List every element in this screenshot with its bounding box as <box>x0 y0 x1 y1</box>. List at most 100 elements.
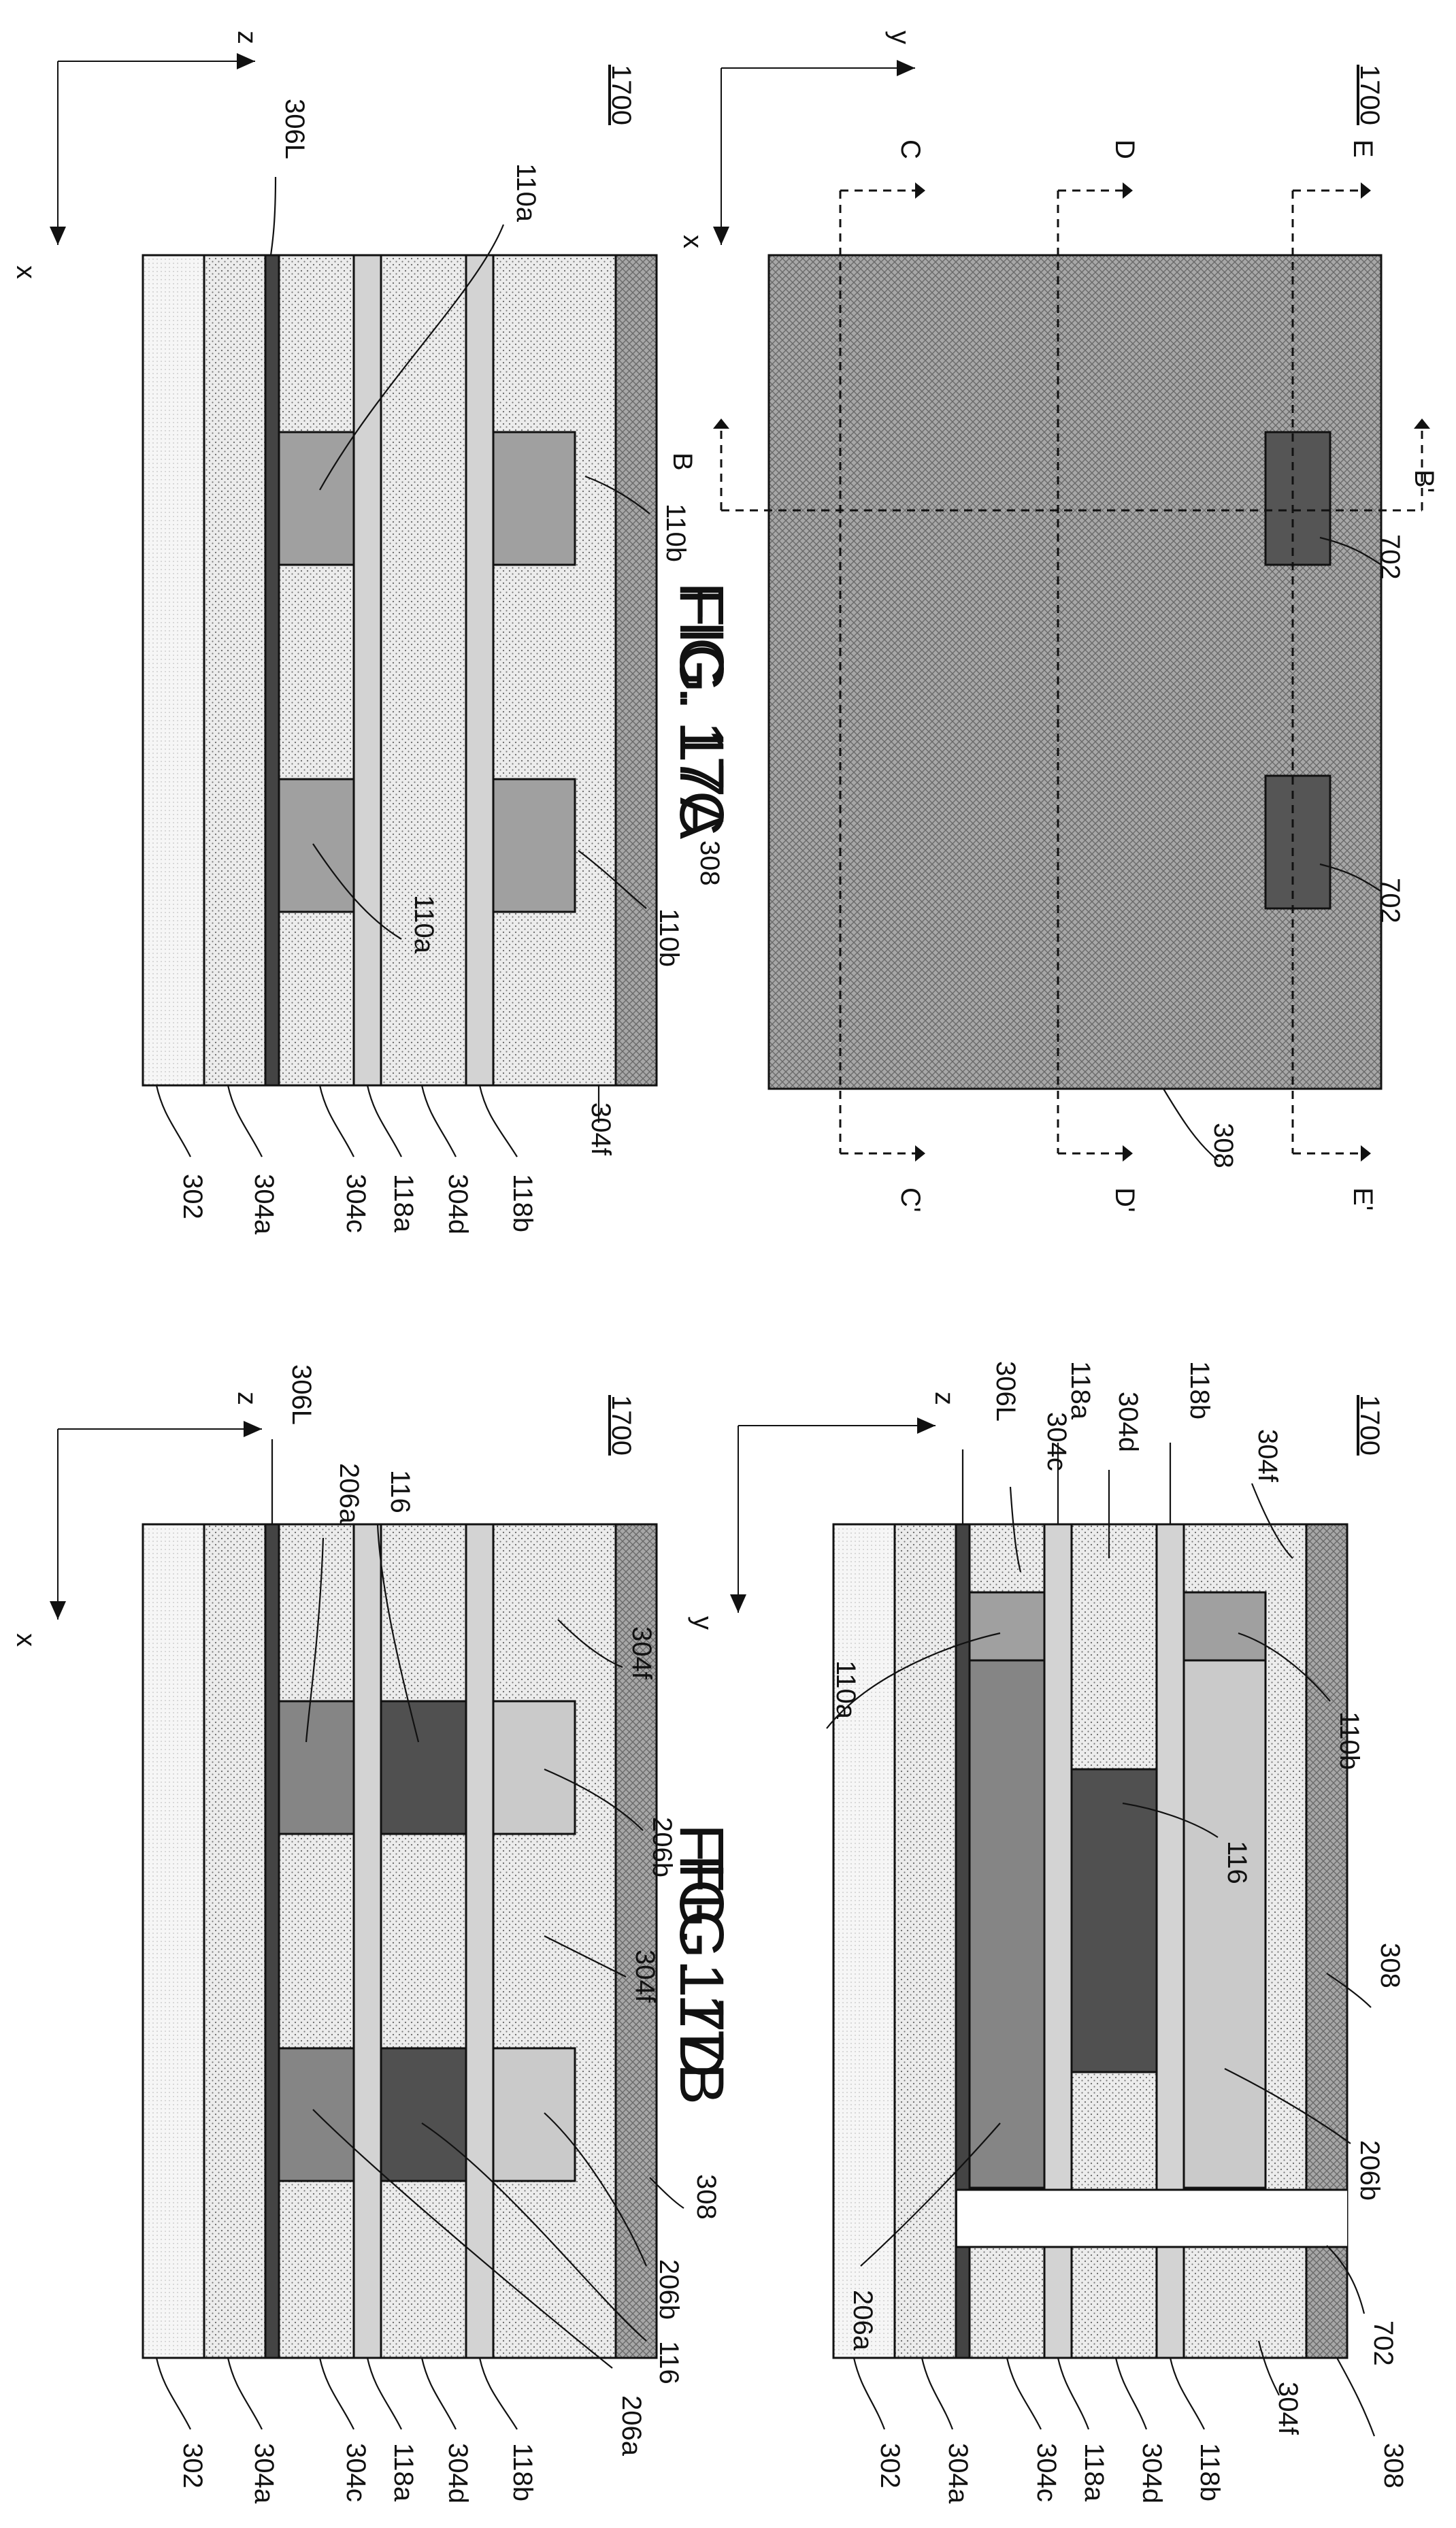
fig17c-label-118b: 118b <box>508 1174 537 1232</box>
fig17c-axis-v: x <box>11 265 41 279</box>
fig17b-206a <box>968 1659 1046 2189</box>
fig17d-label-304f-b: 304f <box>630 1950 660 2003</box>
fig17d-116-2 <box>380 2047 467 2182</box>
fig17b-label-304f: 304f <box>1273 2382 1303 2435</box>
fig17c-label-308: 308 <box>695 840 725 886</box>
fig17b-layer-302 <box>832 1523 896 2359</box>
fig17b-axis-h: z <box>929 1392 959 1405</box>
fig17d-axes: z x <box>11 1392 262 1647</box>
fig17c-layer-302 <box>142 254 205 1087</box>
fig17d-axis-h: z <box>232 1392 262 1405</box>
fig17c-label-304d: 304d <box>443 1174 473 1234</box>
fig17c-label-302: 302 <box>178 1174 208 1219</box>
fig17a-label-702-b: 702 <box>1375 878 1405 923</box>
fig17c-label-304f: 304f <box>586 1102 616 1156</box>
fig17c-layer-306l <box>264 254 280 1087</box>
fig-17d: 1700 z x 306L 206a 116 304f <box>11 1364 736 2504</box>
fig17b-206b <box>1182 1659 1267 2189</box>
fig17c-layer-118b <box>465 254 495 1087</box>
fig17b-label-206a: 206a <box>848 2290 878 2351</box>
fig17b-label-304d-top: 304d <box>1113 1392 1143 1452</box>
fig17d-label-206a-top: 206a <box>334 1463 364 1524</box>
fig17d-label-116-b: 116 <box>654 2341 684 2384</box>
fig17a-marker-d: D <box>1110 139 1140 159</box>
fig17a-opening-1 <box>1264 431 1331 566</box>
fig17c-label-110b-b: 110b <box>654 908 684 967</box>
fig17a-axis-v: x <box>678 235 708 248</box>
fig-17c: 1700 z x 306L 110a 110b 308 110b <box>11 31 736 1235</box>
fig17b-opening-702 <box>957 2190 1347 2247</box>
fig17a-axis-h: y <box>885 31 915 44</box>
fig17b-label-304d: 304d <box>1137 2443 1167 2504</box>
fig17b-label-116: 116 <box>1222 1841 1252 1884</box>
fig17b-label-304f-top: 304f <box>1253 1429 1283 1483</box>
fig17d-label-116-top: 116 <box>385 1470 415 1513</box>
fig17b-110a <box>968 1591 1046 1662</box>
fig17b-label-306l: 306L <box>991 1361 1021 1422</box>
fig17a-marker-d-prime: D' <box>1110 1187 1140 1213</box>
fig17d-ref-number: 1700 <box>606 1395 636 1456</box>
fig17c-right-labels: 302 304a 304c 118a 304d 118b 304f <box>155 1085 616 1235</box>
fig17c-label-304c: 304c <box>341 1174 371 1233</box>
fig17a-marker-e: E <box>1348 139 1378 158</box>
fig17b-axis-v: y <box>688 1616 718 1630</box>
fig17c-label-304a: 304a <box>249 1174 279 1235</box>
fig17b-layer-304a <box>893 1523 957 2359</box>
fig17c-layer-304f <box>492 254 617 1087</box>
fig17d-label-118a: 118a <box>388 2443 418 2502</box>
fig17d-right-labels: 302 304a 304c 118a 304d 118b <box>155 2357 537 2504</box>
fig17b-label-304c-top: 304c <box>1042 1412 1072 1471</box>
fig17c-110a-2 <box>278 778 355 913</box>
fig17d-label-304a: 304a <box>249 2443 279 2504</box>
fig17b-label-110b: 110b <box>1334 1711 1364 1770</box>
fig17d-label-304d: 304d <box>443 2443 473 2504</box>
fig17d-206b-1 <box>492 1700 576 1835</box>
fig17d-layer-306l <box>264 1523 280 2359</box>
fig17c-axis-h: z <box>232 31 262 44</box>
fig17b-label-118a: 118a <box>1079 2443 1109 2502</box>
fig17b-116 <box>1070 1768 1158 2073</box>
fig17b-axes: z y <box>688 1392 959 1630</box>
fig17a-opening-2 <box>1264 774 1331 910</box>
fig17a-marker-b-prime: B' <box>1409 470 1439 493</box>
fig17c-label-110b-a: 110b <box>661 504 691 562</box>
fig17b-110b <box>1182 1591 1267 1662</box>
fig17d-206b-2 <box>492 2047 576 2182</box>
fig17b-label-110a: 110a <box>831 1660 861 1720</box>
fig17c-label-110a-bottom: 110a <box>409 895 439 954</box>
fig17d-axis-v: x <box>11 1633 41 1647</box>
fig17a-marker-b: B <box>667 453 697 471</box>
fig17d-label-304c: 304c <box>341 2443 371 2502</box>
fig17a-label-308: 308 <box>1208 1123 1238 1168</box>
fig17a-axes: y x <box>678 31 915 248</box>
fig17b-label-308-b: 308 <box>1378 2443 1408 2489</box>
fig17b-label-304c: 304c <box>1031 2443 1061 2502</box>
fig17b-label-702: 702 <box>1368 2320 1398 2366</box>
fig17d-label-206b-a: 206b <box>647 1817 677 1877</box>
fig17c-layer-304a <box>203 254 267 1087</box>
fig-17b: 1700 z y 306L 304c <box>667 1361 1408 2504</box>
fig17d-label-206a-b: 206a <box>616 2395 646 2457</box>
fig17d-layer-118b <box>465 1523 495 2359</box>
fig17b-right-labels: 302 304a 304c 118a 304d 118b 304f <box>853 2340 1303 2504</box>
fig17c-ref-number: 1700 <box>606 65 636 125</box>
fig17d-layer-304d <box>380 1523 467 2359</box>
fig17b-label-118b: 118b <box>1195 2443 1225 2501</box>
fig17b-label-302: 302 <box>875 2443 905 2489</box>
fig17b-title: FIG. 17B <box>667 1854 736 2105</box>
fig17b-label-118b-top: 118b <box>1185 1361 1214 1419</box>
fig17a-marker-e-prime: E' <box>1348 1187 1378 1211</box>
fig17c-layer-304c <box>278 254 355 1087</box>
fig17a-section-lines <box>713 182 1430 1162</box>
fig17a-label-702-a: 702 <box>1375 534 1405 580</box>
fig17d-label-304f-a: 304f <box>627 1626 657 1680</box>
fig17d-layer-304a <box>203 1523 267 2359</box>
fig17c-layer-308 <box>614 254 658 1087</box>
fig-17a: 1700 y x C D <box>667 31 1439 1213</box>
fig17d-label-206b-b: 206b <box>654 2259 684 2320</box>
fig17b-label-118a-top: 118a <box>1065 1361 1095 1420</box>
fig17d-206a-2 <box>278 2047 355 2182</box>
fig17c-axes: z x <box>11 31 262 279</box>
fig17d-206a-1 <box>278 1700 355 1835</box>
fig17d-label-306l: 306L <box>286 1364 316 1425</box>
